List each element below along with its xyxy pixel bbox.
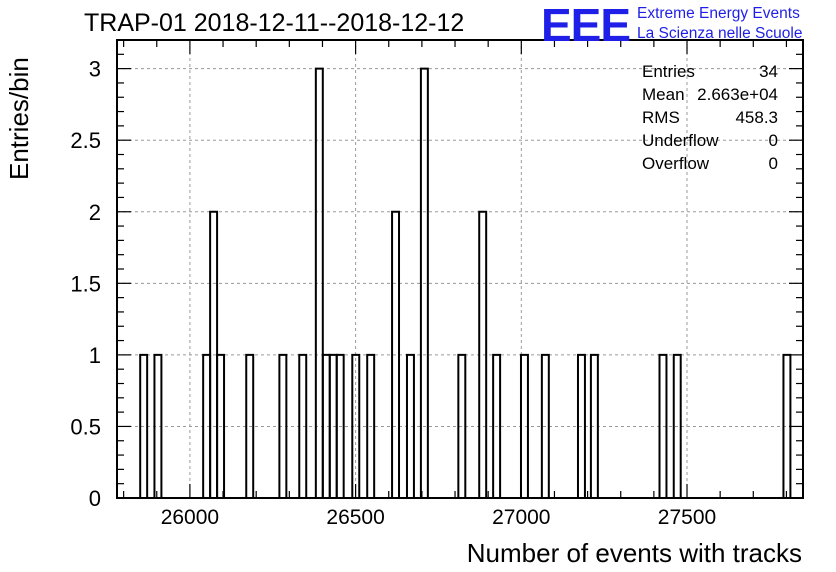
stats-box: Entries 34 Mean 2.663e+04 RMS 458.3 Unde… (642, 60, 778, 175)
x-tick-label: 27500 (658, 506, 716, 529)
stats-row-mean: Mean 2.663e+04 (642, 83, 778, 106)
y-tick-label: 1 (89, 343, 101, 368)
y-axis-label: Entries/bin (4, 57, 34, 180)
stats-label: Mean (642, 85, 685, 104)
stats-label: Underflow (642, 131, 719, 150)
stats-row-rms: RMS 458.3 (642, 106, 778, 129)
stats-row-entries: Entries 34 (642, 60, 778, 83)
stats-label: Overflow (642, 154, 710, 173)
stats-label: Entries (642, 62, 695, 81)
eee-logo: EEE (541, 0, 631, 51)
stats-value: 0 (768, 154, 778, 173)
logo-line-2: La Scienza nelle Scuole (637, 25, 803, 42)
axes: 26000 26500 27000 27500 0 0.5 1 1.5 2 2.5 3 (70, 39, 804, 529)
stats-value: 2.663e+04 (697, 85, 778, 104)
x-axis-label: Number of events with tracks (466, 538, 802, 568)
stats-row-underflow: Underflow 0 (642, 129, 778, 152)
logo-caption: Extreme Energy Events La Scienza nelle S… (637, 4, 802, 44)
stats-value: 0 (768, 131, 778, 150)
logo-line-1: Extreme Energy Events (637, 5, 800, 22)
stats-label: RMS (642, 108, 680, 127)
grid-lines (117, 40, 803, 498)
x-tick-label: 26000 (161, 506, 219, 529)
stats-row-overflow: Overflow 0 (642, 152, 778, 175)
chart-title: TRAP-01 2018-12-11--2018-12-12 (84, 9, 465, 37)
x-tick-label: 26500 (326, 506, 384, 529)
stats-value: 458.3 (735, 108, 778, 127)
x-tick-label: 27000 (492, 506, 550, 529)
y-tick-label: 3 (89, 57, 101, 82)
y-tick-label: 2 (89, 200, 101, 225)
stats-value: 34 (759, 62, 778, 81)
y-tick-label: 0.5 (70, 414, 101, 439)
y-tick-label: 0 (89, 486, 101, 511)
y-tick-label: 2.5 (70, 128, 101, 153)
y-tick-label: 1.5 (70, 271, 101, 296)
